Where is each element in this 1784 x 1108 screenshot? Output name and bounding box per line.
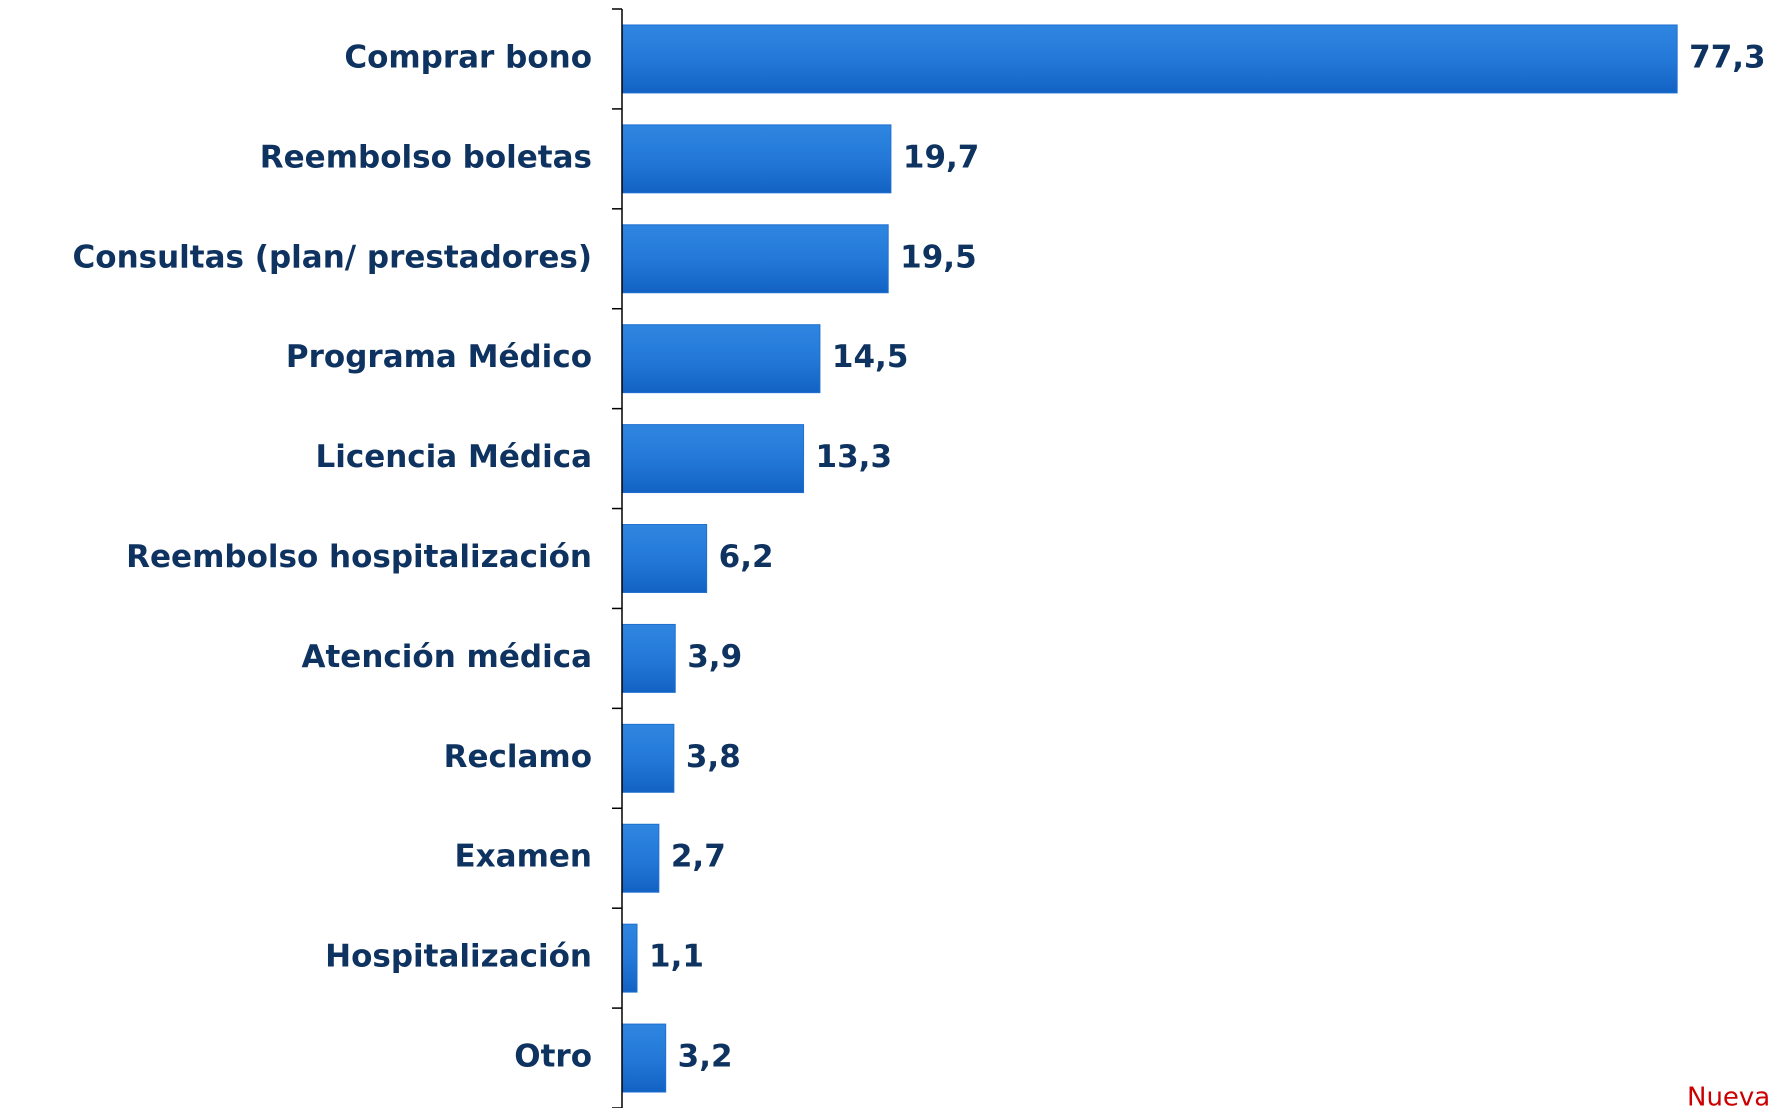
y-tick-label: Programa Médico bbox=[286, 339, 592, 375]
bar bbox=[621, 623, 676, 693]
bar bbox=[621, 224, 889, 294]
y-tick-label: Examen bbox=[455, 839, 593, 875]
y-tick-label: Reembolso boletas bbox=[260, 139, 592, 175]
value-label: 2,7 bbox=[671, 839, 726, 875]
value-label: 13,3 bbox=[816, 439, 893, 475]
bar bbox=[621, 324, 821, 394]
value-label: 3,9 bbox=[687, 639, 742, 675]
value-label: 1,1 bbox=[649, 939, 704, 975]
y-tick-label: Atención médica bbox=[301, 639, 592, 675]
y-tick-label: Otro bbox=[514, 1039, 592, 1075]
y-tick-label: Consultas (plan/ prestadores) bbox=[73, 239, 592, 275]
value-label: 6,2 bbox=[719, 539, 774, 575]
bar bbox=[621, 823, 660, 893]
y-tick-label: Hospitalización bbox=[325, 939, 592, 975]
y-tick-label: Reclamo bbox=[444, 739, 592, 775]
value-label: 19,7 bbox=[903, 139, 980, 175]
value-label: 3,2 bbox=[678, 1039, 733, 1075]
bar bbox=[621, 923, 638, 993]
bar bbox=[621, 723, 675, 793]
value-label: 14,5 bbox=[832, 339, 909, 375]
y-tick-label: Licencia Médica bbox=[315, 439, 592, 475]
y-tick-label: Comprar bono bbox=[344, 39, 592, 75]
value-label: 19,5 bbox=[900, 239, 977, 275]
value-label: 3,8 bbox=[686, 739, 741, 775]
bar bbox=[621, 424, 805, 494]
value-label: 77,3 bbox=[1689, 39, 1766, 75]
y-tick-label: Reembolso hospitalización bbox=[126, 539, 592, 575]
bar bbox=[621, 124, 892, 194]
bar bbox=[621, 1023, 667, 1093]
annotation: Nueva bbox=[1687, 1083, 1770, 1108]
bar bbox=[621, 24, 1678, 94]
bar bbox=[621, 524, 708, 593]
